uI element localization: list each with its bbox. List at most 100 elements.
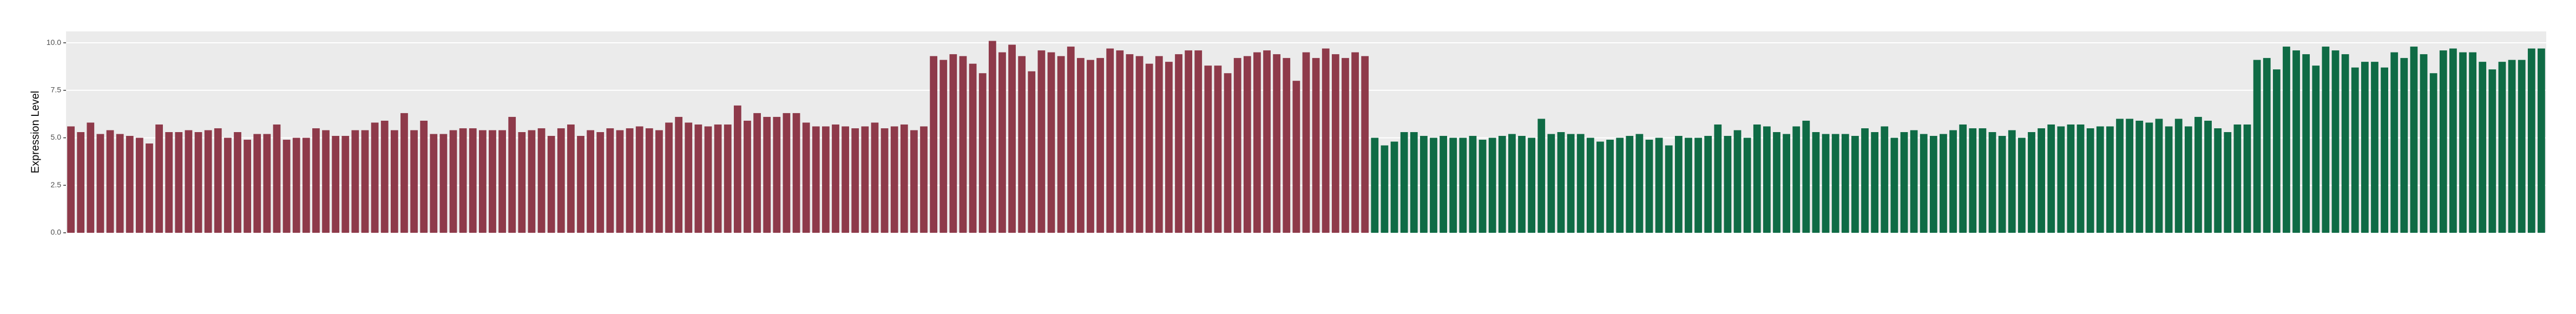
bar [77,132,85,233]
bar [596,132,604,233]
bar [2371,62,2378,233]
bar [1263,50,1271,233]
bar [361,130,369,233]
bar [1998,136,2006,233]
bar [341,136,350,233]
bar [2184,126,2192,233]
bar [675,116,683,233]
bar [234,132,241,233]
bar [244,140,252,233]
bar [1596,141,1604,233]
bar [2518,60,2526,233]
y-tick-label: 10.0 [47,38,61,47]
bar [1567,134,1575,233]
bar [478,130,487,233]
bar [2420,54,2428,233]
bar [1498,136,1506,233]
bar [528,130,536,233]
bar [322,130,330,233]
bar [214,128,222,233]
bar [67,126,75,233]
bar [204,130,212,233]
bar [135,138,143,233]
bar [1430,138,1437,233]
bar [577,136,584,233]
bar [1861,128,1869,233]
bar [1733,130,1742,233]
bar [792,113,800,233]
bar [2096,126,2104,233]
bar [439,134,448,233]
bar [518,132,526,233]
bar [2253,60,2261,233]
bar [146,143,153,233]
bar [2106,126,2114,233]
y-tick-label: 2.5 [51,180,62,189]
bar [1175,54,1182,233]
bar [175,132,183,233]
bar [1900,132,1908,233]
bar [1361,56,1369,233]
bar [900,124,908,233]
bar [1959,124,1967,233]
bar [665,122,673,233]
bar [1871,132,1879,233]
bar [978,73,987,233]
bar [1076,58,1085,233]
bar [2038,128,2045,233]
bar [2381,67,2388,233]
bar [253,134,261,233]
bar [2067,124,2075,233]
bar [861,126,869,233]
bar [1400,132,1408,233]
bar [1890,138,1898,233]
bar [1988,132,1996,233]
bar [332,136,340,233]
bar [292,138,300,233]
bar [1685,138,1692,233]
y-tick-label: 0.0 [51,228,62,237]
bar [498,130,506,233]
bar [1606,140,1614,233]
bar [1557,132,1565,233]
bar [1724,136,1732,233]
y-tick-label: 5.0 [51,133,62,141]
bar [1616,138,1624,233]
bar [645,128,653,233]
bar [2165,126,2173,233]
bar [1851,136,1859,233]
bar [2224,132,2232,233]
bar [430,134,438,233]
bar [2243,124,2251,233]
bar [744,120,751,233]
bar [1116,50,1124,233]
bar [753,113,761,233]
bar [733,105,741,233]
bar [2439,50,2447,233]
bar [822,126,830,233]
bar [351,130,359,233]
bar [1273,54,1281,233]
bar [410,130,418,233]
bar [1910,130,1918,233]
bar [2351,67,2359,233]
bar [1488,138,1496,233]
bar [880,128,889,233]
bar [1655,138,1663,233]
bar [1508,134,1516,233]
bar [1940,134,1947,233]
bars [67,41,2545,233]
bar [557,128,565,233]
bar [1440,136,1447,233]
bar [1979,128,1987,233]
bar [1478,140,1487,233]
bar [273,124,281,233]
bar [1096,58,1104,233]
bar [1753,124,1761,233]
bar [1645,140,1653,233]
bar [1528,138,1536,233]
bar [106,130,114,233]
bar [1929,136,1937,233]
bar [1253,52,1261,233]
bar [1792,126,1800,233]
